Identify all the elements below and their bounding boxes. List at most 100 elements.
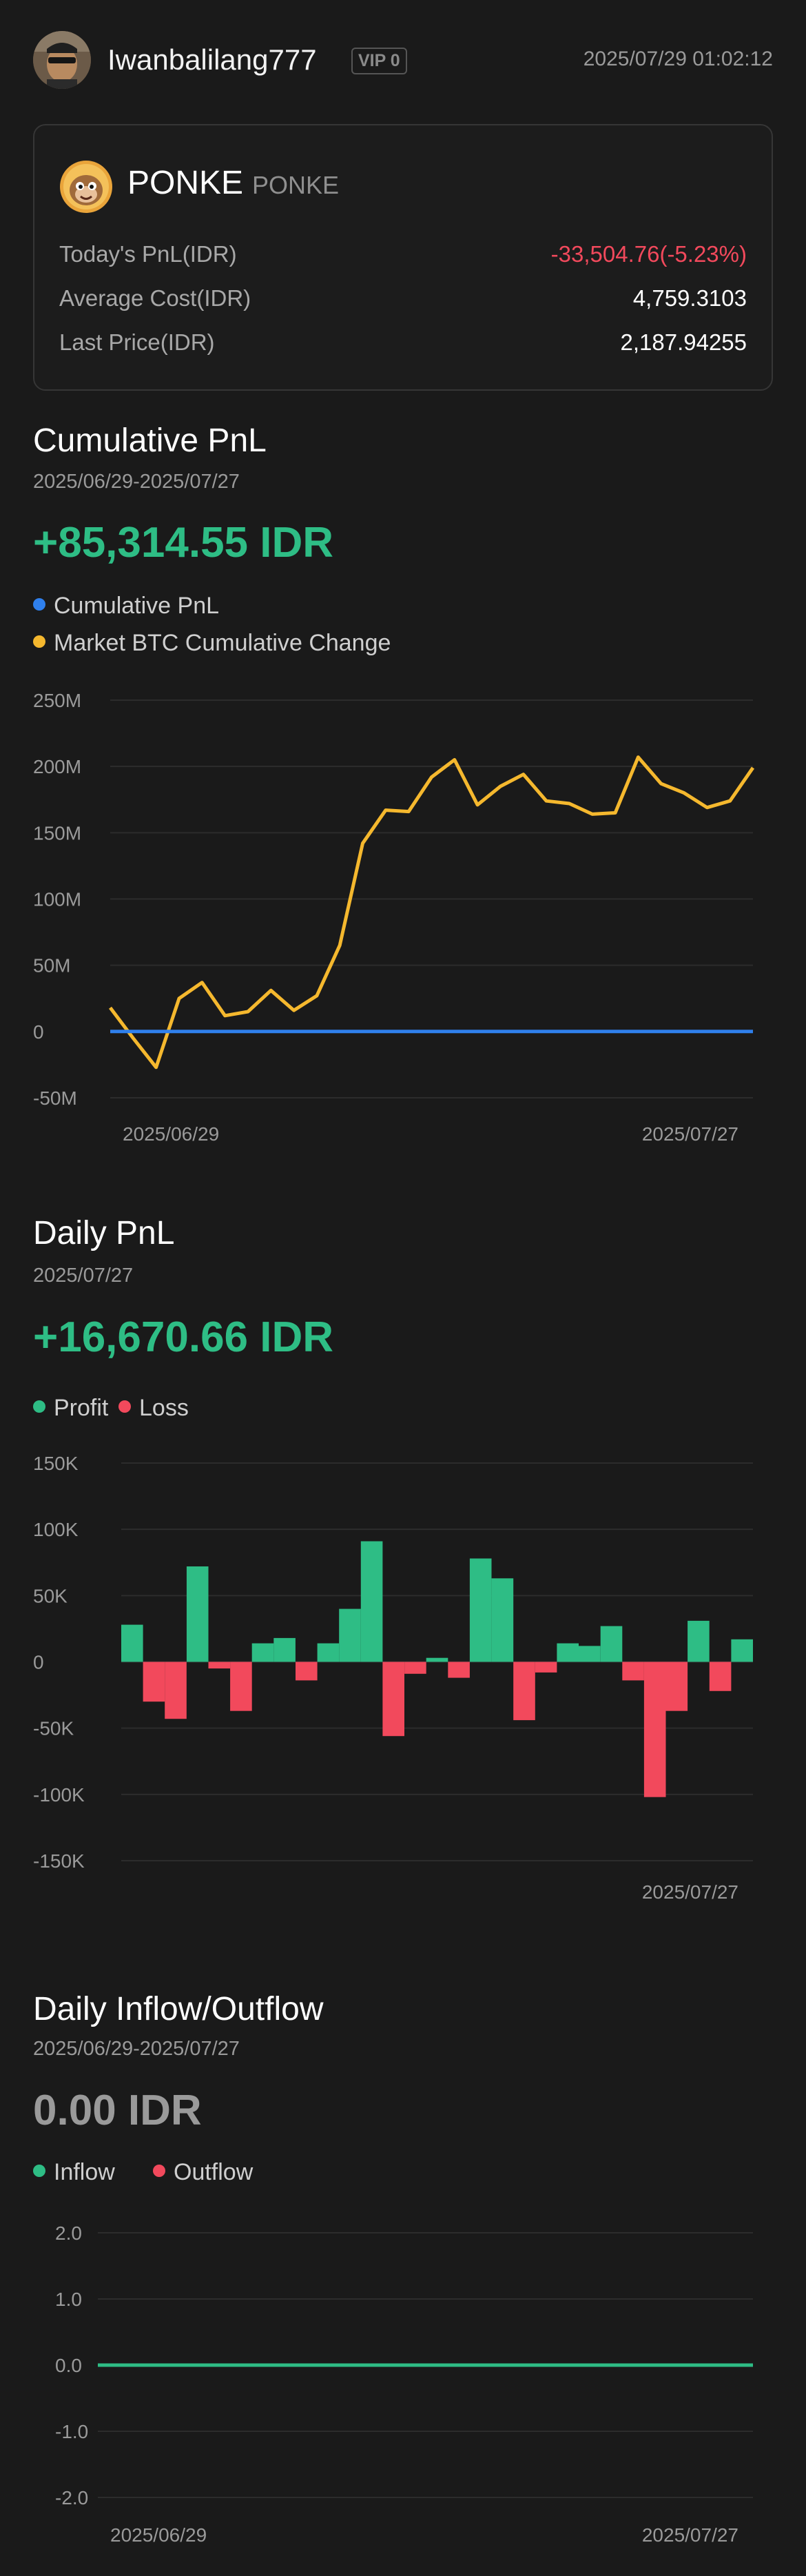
legend-btc-change[interactable]: Market BTC Cumulative Change <box>33 630 391 657</box>
username: Iwanbalilang777 <box>107 43 317 76</box>
avatar[interactable] <box>33 31 91 89</box>
cumulative-pnl-title: Cumulative PnL <box>33 422 267 459</box>
profit-bar <box>360 1541 383 1662</box>
legend-cumulative-pnl[interactable]: Cumulative PnL <box>33 593 219 620</box>
profit-bar <box>731 1639 753 1662</box>
legend-inflow[interactable]: Inflow <box>33 2159 115 2186</box>
header: Iwanbalilang777 VIP 0 2025/07/29 01:02:1… <box>33 31 773 93</box>
y-tick-label: -50K <box>33 1718 74 1739</box>
row-label: Today's PnL(IDR) <box>59 241 237 267</box>
loss-bar <box>230 1662 252 1711</box>
inflow-outflow-title: Daily Inflow/Outflow <box>33 1991 324 2027</box>
profit-bar <box>600 1626 623 1662</box>
y-tick-label: 250M <box>33 690 81 711</box>
daily-pnl-value: +16,670.66 IDR <box>33 1313 334 1361</box>
inflow-outflow-chart[interactable]: 2.0 1.0 0.0 -1.0 -2.0 2025/06/29 2025/07/27 <box>0 2212 806 2570</box>
y-tick-label: 1.0 <box>55 2289 82 2310</box>
cumulative-pnl-value: +85,314.55 IDR <box>33 519 334 566</box>
legend-dot-icon <box>118 1400 131 1413</box>
legend-outflow[interactable]: Outflow <box>153 2159 253 2186</box>
vip-badge: VIP 0 <box>351 48 407 74</box>
row-label: Last Price(IDR) <box>59 329 215 355</box>
y-tick-label: -1.0 <box>55 2421 88 2442</box>
legend-label: Market BTC Cumulative Change <box>54 630 391 656</box>
avatar-icon <box>33 31 91 89</box>
y-tick-label: 150M <box>33 822 81 844</box>
legend-dot-icon <box>33 598 45 611</box>
profit-bar <box>469 1558 492 1662</box>
y-tick-label: 150K <box>33 1453 79 1474</box>
loss-bar <box>296 1662 318 1681</box>
legend-loss[interactable]: Loss <box>118 1395 189 1422</box>
inflow-outflow-value: 0.00 IDR <box>33 2087 202 2134</box>
profit-bar <box>186 1566 209 1662</box>
y-tick-label: 0 <box>33 1021 44 1043</box>
profit-bar <box>251 1643 274 1662</box>
timestamp: 2025/07/29 01:02:12 <box>583 48 773 70</box>
x-tick-label: 2025/07/27 <box>642 1881 738 1903</box>
loss-bar <box>448 1662 470 1678</box>
y-tick-label: -150K <box>33 1850 85 1872</box>
legend-label: Outflow <box>174 2159 254 2185</box>
loss-bar <box>143 1662 165 1702</box>
asset-card: PONKE PONKE Today's PnL(IDR) -33,504.76(… <box>33 124 773 391</box>
y-tick-label: -2.0 <box>55 2487 88 2508</box>
btc-cumulative-change-line <box>109 755 755 1070</box>
profit-bar <box>557 1643 579 1662</box>
loss-bar <box>382 1662 404 1737</box>
legend-label: Cumulative PnL <box>54 593 220 619</box>
average-cost-row: Average Cost(IDR) 4,759.3103 <box>59 285 747 320</box>
x-tick-label: 2025/06/29 <box>110 2524 207 2546</box>
loss-bar <box>622 1662 644 1681</box>
profit-bar <box>426 1657 448 1662</box>
profit-bar <box>339 1608 361 1662</box>
x-tick-label: 2025/06/29 <box>123 1123 219 1145</box>
todays-pnl-value: -33,504.76(-5.23%) <box>550 241 747 267</box>
loss-bar <box>665 1662 688 1711</box>
loss-bar <box>404 1662 426 1674</box>
profit-bar <box>121 1624 143 1662</box>
daily-pnl-title: Daily PnL <box>33 1215 175 1251</box>
loss-bar <box>208 1662 231 1669</box>
loss-bar <box>165 1662 187 1719</box>
loss-bar <box>709 1662 732 1691</box>
y-tick-label: 50K <box>33 1585 68 1606</box>
loss-bar <box>513 1662 535 1721</box>
y-tick-label: 200M <box>33 756 81 777</box>
legend-dot-icon <box>33 1400 45 1413</box>
todays-pnl-row: Today's PnL(IDR) -33,504.76(-5.23%) <box>59 241 747 276</box>
last-price-value: 2,187.94255 <box>620 329 747 355</box>
profit-bar <box>579 1646 601 1662</box>
legend-profit[interactable]: Profit <box>33 1395 108 1422</box>
y-tick-label: -100K <box>33 1784 85 1806</box>
x-tick-label: 2025/07/27 <box>642 2524 738 2546</box>
legend-label: Inflow <box>54 2159 115 2185</box>
coin-subname: PONKE <box>252 171 340 199</box>
profit-bar <box>317 1643 340 1662</box>
y-tick-label: 100M <box>33 889 81 910</box>
y-tick-label: 50M <box>33 955 70 977</box>
ponke-coin-icon <box>60 161 112 213</box>
profit-bar <box>491 1578 514 1662</box>
daily-date: 2025/07/27 <box>33 1265 134 1287</box>
legend-dot-icon <box>33 635 45 648</box>
legend-dot-icon <box>153 2165 165 2177</box>
loss-bar <box>535 1662 557 1673</box>
cumulative-date-range: 2025/06/29-2025/07/27 <box>33 471 240 493</box>
average-cost-value: 4,759.3103 <box>632 285 747 311</box>
profit-bar <box>688 1620 710 1662</box>
inflow-outflow-date-range: 2025/06/29-2025/07/27 <box>33 2038 240 2060</box>
coin-name: PONKE <box>127 165 244 201</box>
row-label: Average Cost(IDR) <box>59 285 251 311</box>
last-price-row: Last Price(IDR) 2,187.94255 <box>59 329 747 364</box>
y-tick-label: -50M <box>33 1087 77 1109</box>
cumulative-pnl-chart[interactable]: 250M 200M 150M 100M 50M 0 -50M 2025/06/29 2025/0… <box>0 682 806 1158</box>
legend-dot-icon <box>33 2165 45 2177</box>
legend-label: Loss <box>139 1395 189 1421</box>
loss-bar <box>643 1662 666 1797</box>
y-tick-label: 0.0 <box>55 2355 82 2376</box>
daily-pnl-chart[interactable]: 150K 100K 50K 0 -50K -100K -150K 2025/07/27 <box>0 1447 806 1923</box>
y-tick-label: 100K <box>33 1519 79 1540</box>
y-tick-label: 2.0 <box>55 2222 82 2244</box>
legend-label: Profit <box>54 1395 109 1421</box>
